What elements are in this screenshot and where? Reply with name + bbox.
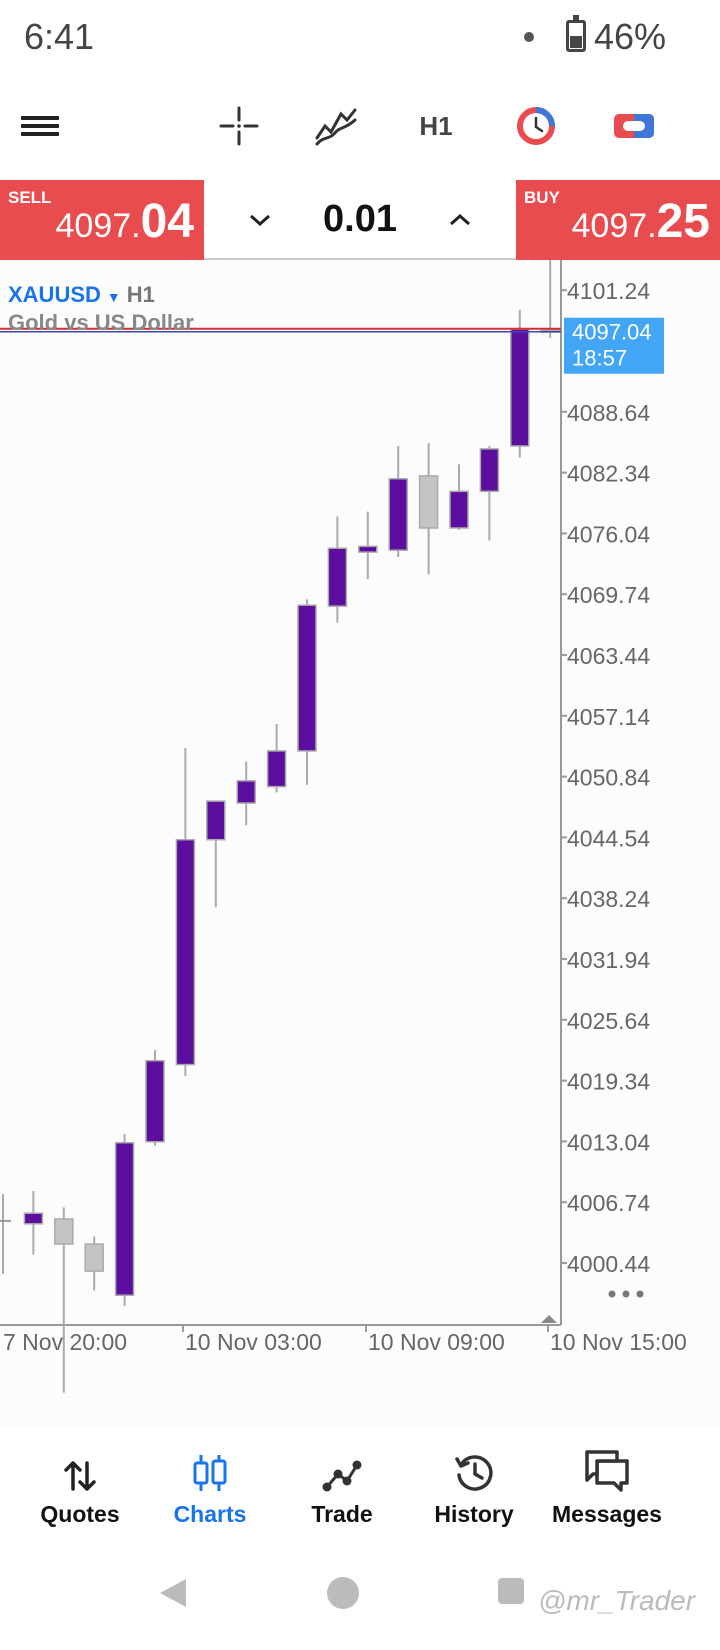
symbol-timeframe: H1 bbox=[126, 282, 155, 307]
candlestick-chart[interactable]: 4101.24 4088.64 4082.34 4076.04 4069.74 4063.… bbox=[0, 260, 720, 1430]
y-tick-label: 4101.24 bbox=[567, 278, 650, 304]
indicators-icon[interactable] bbox=[314, 96, 358, 156]
y-tick-label: 4082.34 bbox=[567, 461, 650, 487]
sell-price-pips: 04 bbox=[140, 195, 194, 248]
bar-countdown-label: 18:57 bbox=[572, 346, 627, 371]
buy-price-main: 4097. bbox=[571, 207, 657, 245]
buy-price-pips: 25 bbox=[656, 195, 710, 248]
chart-toolbar: H1 bbox=[0, 80, 720, 180]
battery-percent: 46% bbox=[594, 16, 667, 57]
lot-size-value[interactable]: 0.01 bbox=[323, 197, 397, 240]
candle-body bbox=[479, 448, 500, 493]
nav-history[interactable]: History bbox=[404, 1435, 544, 1545]
chart-shift-marker bbox=[541, 1315, 557, 1323]
candle-body bbox=[23, 1212, 44, 1225]
y-tick-label: 4069.74 bbox=[567, 582, 650, 608]
y-tick-label: 4076.04 bbox=[567, 521, 650, 547]
y-tick-label: 4088.64 bbox=[567, 400, 650, 426]
battery-fill bbox=[570, 36, 582, 48]
more-dots-icon bbox=[622, 1290, 630, 1298]
timeframe-button[interactable]: H1 bbox=[419, 110, 453, 141]
candle-body bbox=[327, 547, 348, 607]
candle-body bbox=[54, 1218, 74, 1245]
chevron-up-icon[interactable] bbox=[448, 204, 472, 235]
buy-label: BUY bbox=[524, 188, 560, 207]
messages-icon bbox=[536, 1435, 678, 1493]
candle-body bbox=[236, 780, 256, 804]
candle-body bbox=[388, 478, 408, 551]
one-click-trading-icon[interactable] bbox=[514, 96, 558, 156]
x-tick-label: 10 Nov 03:00 bbox=[185, 1329, 322, 1355]
y-tick-label: 4013.04 bbox=[567, 1129, 650, 1155]
nav-messages-label: Messages bbox=[552, 1501, 662, 1527]
chevron-down-icon[interactable] bbox=[248, 204, 272, 235]
status-time: 6:41 bbox=[24, 16, 95, 57]
nav-charts[interactable]: Charts bbox=[140, 1435, 280, 1545]
trade-toggle-icon[interactable] bbox=[612, 96, 656, 156]
candle-body bbox=[114, 1142, 135, 1296]
current-price-tag bbox=[564, 317, 664, 374]
y-tick-label: 4006.74 bbox=[567, 1190, 650, 1216]
nav-history-label: History bbox=[434, 1501, 514, 1527]
x-tick-label: 10 Nov 15:00 bbox=[550, 1329, 687, 1355]
y-tick-label: 4019.34 bbox=[567, 1069, 650, 1095]
y-tick-label: 4000.44 bbox=[567, 1251, 650, 1277]
y-tick-label: 4031.94 bbox=[567, 947, 650, 973]
x-tick-label: 7 Nov 20:00 bbox=[3, 1329, 127, 1355]
current-price-label: 4097.04 bbox=[572, 320, 652, 345]
nav-charts-label: Charts bbox=[173, 1501, 247, 1527]
charts-icon bbox=[140, 1435, 280, 1493]
candle-body bbox=[206, 800, 226, 841]
buy-price: 4097.25 bbox=[572, 194, 710, 249]
candle-body bbox=[297, 604, 317, 752]
system-navigation-bar bbox=[0, 1560, 720, 1650]
watermark-text: @mr_Trader bbox=[538, 1585, 696, 1616]
one-click-trade-panel: SELL 4097.04 0.01 BUY 4097.25 bbox=[0, 180, 720, 260]
lot-size-control: 0.01 bbox=[204, 180, 516, 260]
candle-body bbox=[145, 1059, 165, 1143]
menu-icon[interactable] bbox=[20, 96, 60, 156]
candle-body bbox=[84, 1243, 104, 1272]
candle-body bbox=[449, 490, 469, 529]
x-tick-label: 10 Nov 09:00 bbox=[368, 1329, 505, 1355]
more-dots-icon bbox=[636, 1290, 644, 1298]
y-tick-label: 4063.44 bbox=[567, 643, 650, 669]
symbol-dropdown-icon[interactable]: ▼ bbox=[106, 289, 121, 305]
nav-quotes[interactable]: Quotes bbox=[10, 1435, 150, 1545]
more-dots-icon bbox=[608, 1290, 616, 1298]
candle-body bbox=[510, 328, 530, 447]
nav-trade[interactable]: Trade bbox=[272, 1435, 412, 1545]
sell-label: SELL bbox=[8, 188, 52, 207]
nav-trade-label: Trade bbox=[311, 1501, 373, 1527]
candle-body bbox=[266, 750, 287, 788]
y-tick-label: 4038.24 bbox=[567, 886, 650, 912]
chart-symbol-header[interactable]: XAUUSD ▼ H1 bbox=[8, 282, 155, 308]
sell-price-main: 4097. bbox=[55, 207, 141, 245]
crosshair-icon[interactable] bbox=[218, 96, 260, 156]
bottom-navigation: Quotes Charts Trade History Messages bbox=[0, 1435, 720, 1545]
candle-body bbox=[175, 838, 196, 1066]
nav-messages[interactable]: Messages bbox=[536, 1435, 678, 1545]
trade-icon bbox=[272, 1435, 412, 1493]
quotes-icon bbox=[10, 1435, 150, 1493]
candle-body bbox=[358, 545, 378, 553]
battery-icon bbox=[566, 15, 586, 52]
home-icon[interactable] bbox=[326, 1576, 360, 1610]
symbol-name[interactable]: XAUUSD bbox=[8, 282, 101, 307]
nav-quotes-label: Quotes bbox=[40, 1501, 120, 1527]
sell-button[interactable]: SELL 4097.04 bbox=[0, 180, 204, 260]
recents-icon[interactable] bbox=[496, 1576, 526, 1606]
sell-price: 4097.04 bbox=[56, 194, 194, 249]
y-tick-label: 4050.84 bbox=[567, 765, 650, 791]
buy-button[interactable]: BUY 4097.25 bbox=[516, 180, 720, 260]
notification-dot-icon bbox=[524, 32, 534, 42]
back-icon[interactable] bbox=[156, 1576, 190, 1610]
symbol-description: Gold vs US Dollar bbox=[8, 310, 194, 335]
y-tick-label: 4057.14 bbox=[567, 704, 650, 730]
y-tick-label: 4025.64 bbox=[567, 1008, 650, 1034]
status-bar: 6:41 46% bbox=[0, 0, 720, 72]
history-icon bbox=[404, 1435, 544, 1493]
y-tick-label: 4044.54 bbox=[567, 825, 650, 851]
candle-body bbox=[418, 475, 439, 529]
